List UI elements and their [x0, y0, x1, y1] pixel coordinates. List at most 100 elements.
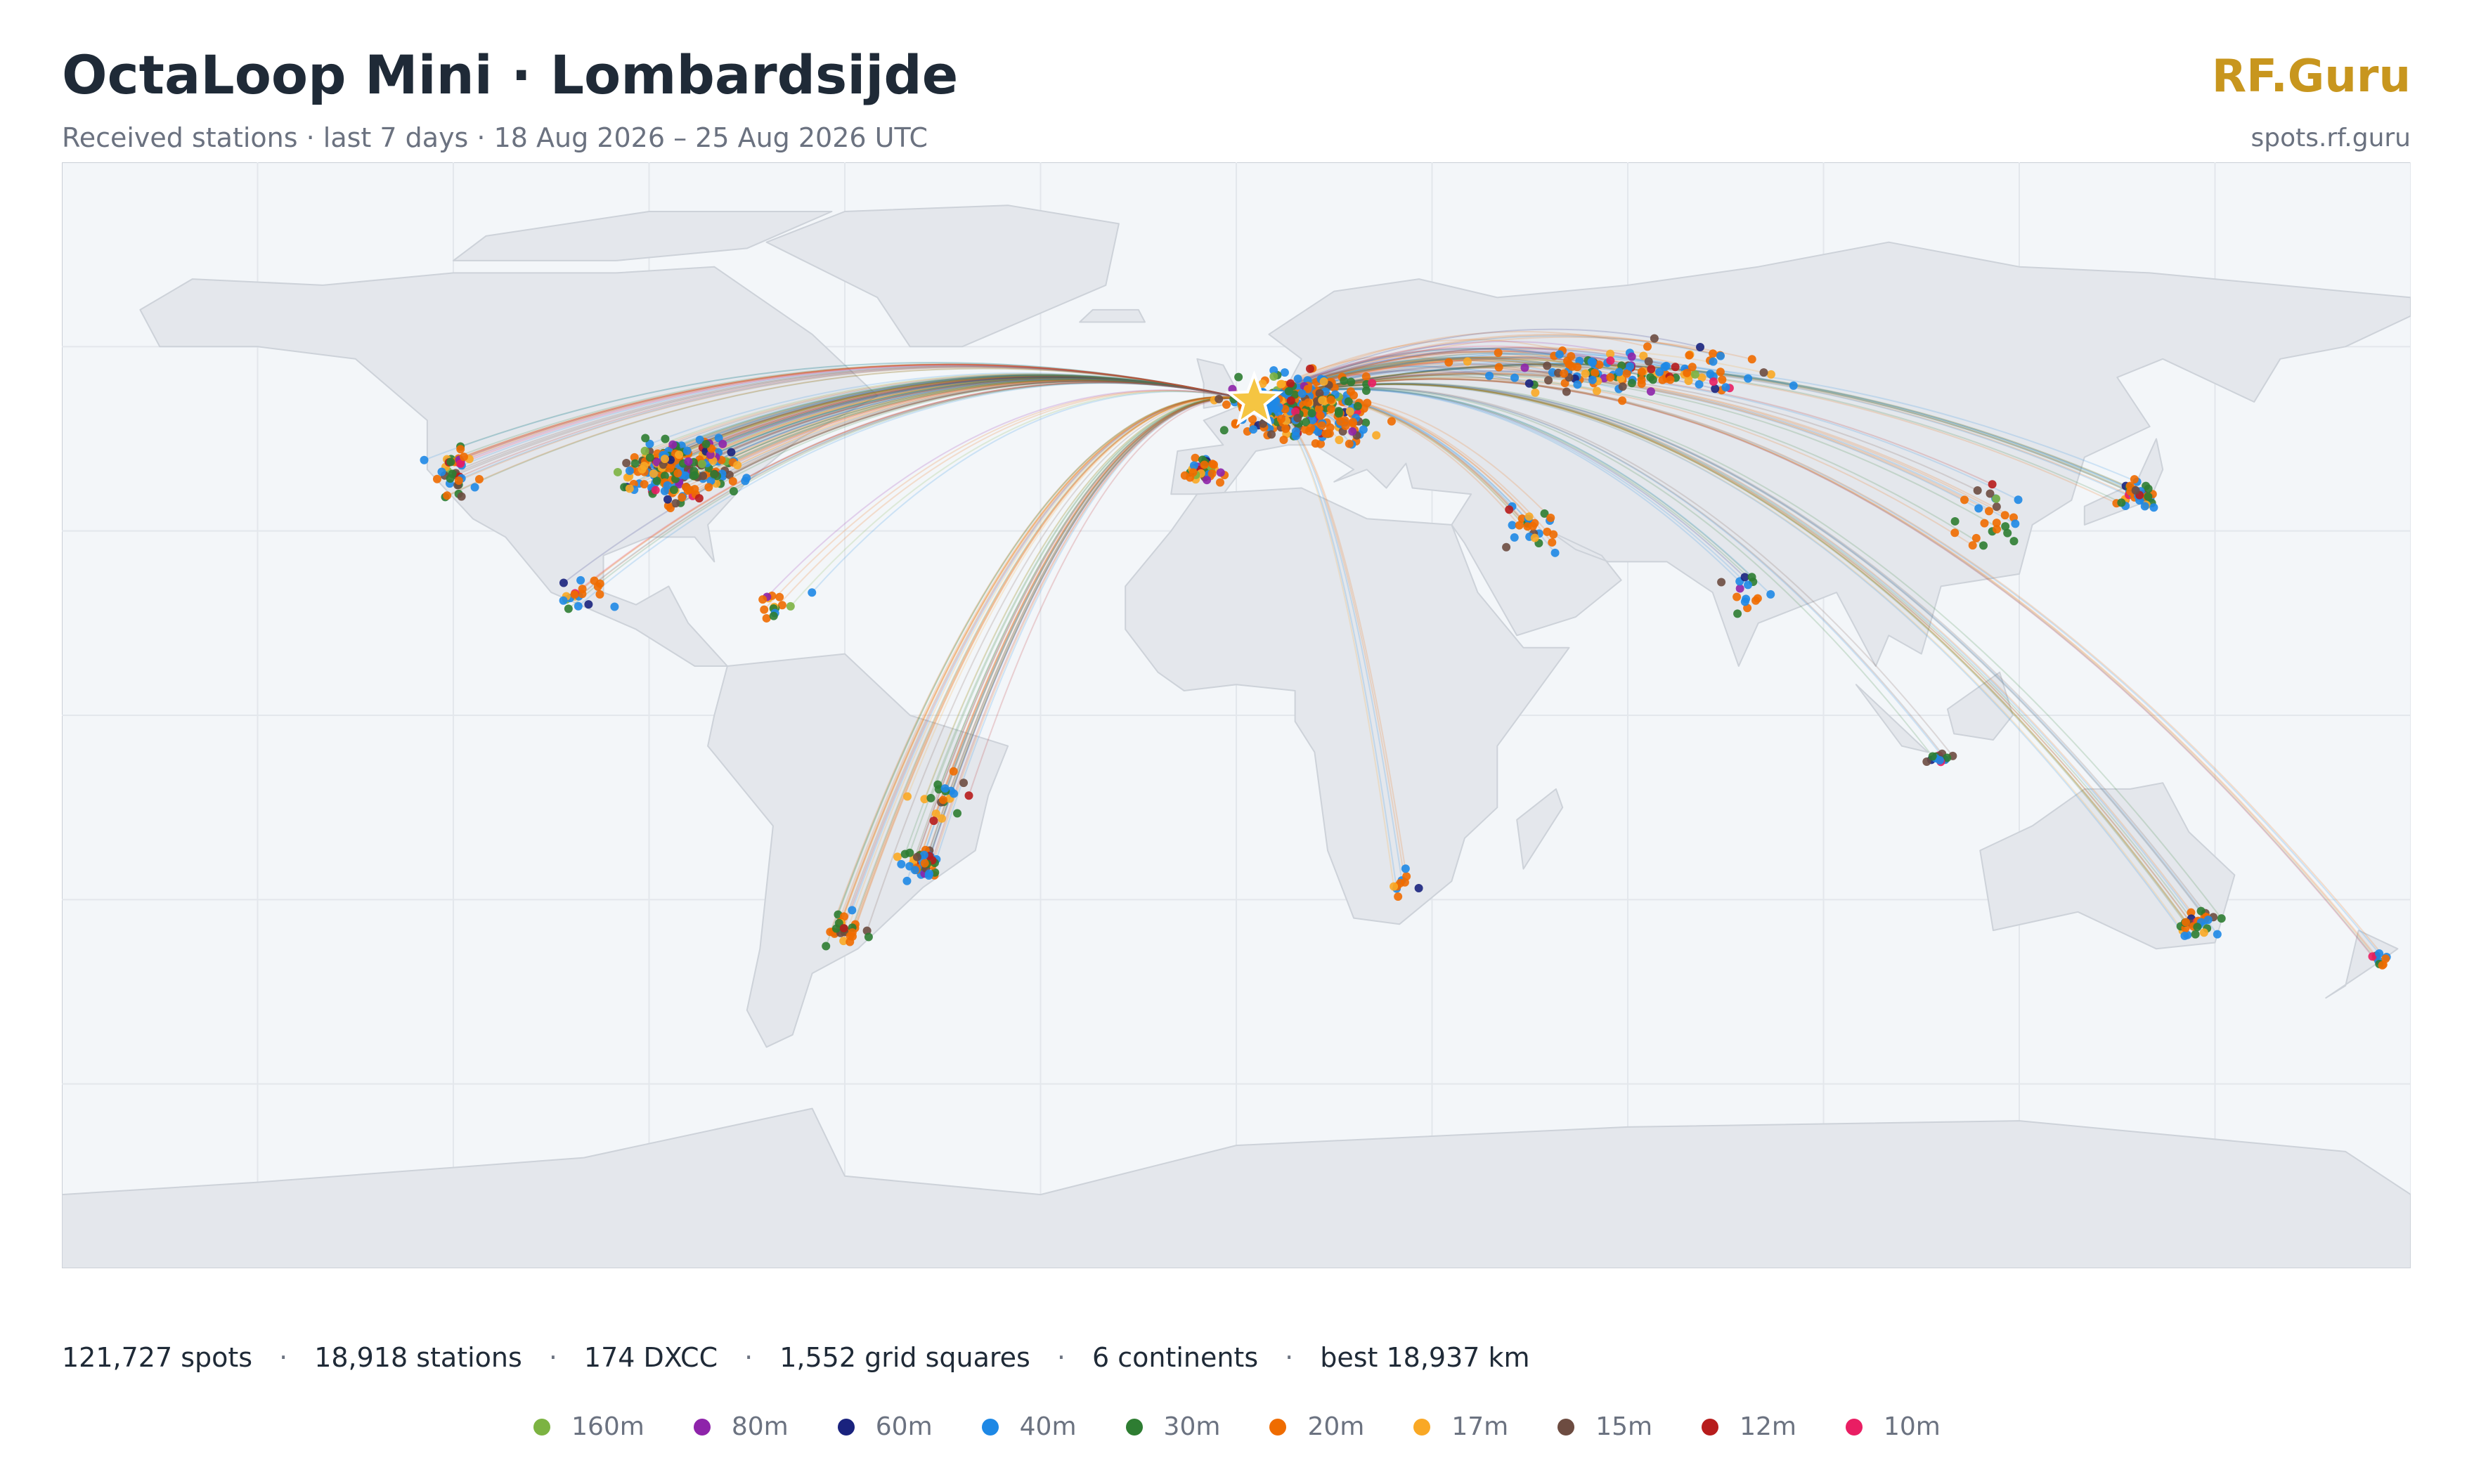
legend-label: 17m — [1451, 1412, 1509, 1441]
spot — [1508, 521, 1517, 530]
spot — [660, 455, 669, 464]
spot — [1304, 398, 1313, 407]
spot — [1617, 361, 1626, 370]
borneo — [1946, 671, 2014, 741]
spot — [443, 491, 452, 500]
spot — [864, 932, 873, 942]
spot — [1505, 505, 1514, 514]
arc — [455, 365, 1255, 474]
spot — [1716, 367, 1725, 377]
spot — [2144, 492, 2153, 501]
spot — [2182, 918, 2191, 927]
arc — [459, 363, 1255, 461]
arc — [733, 379, 1255, 462]
spot — [1721, 383, 1730, 392]
spot — [1286, 396, 1295, 405]
stats-separator: · — [279, 1342, 288, 1373]
spot — [1293, 375, 1302, 384]
arc — [675, 375, 1255, 455]
arc — [1254, 358, 1671, 402]
arc — [766, 389, 1255, 598]
arc — [454, 363, 1255, 463]
arc — [574, 382, 1255, 595]
arc — [728, 379, 1255, 464]
spot — [666, 464, 675, 473]
arc — [682, 377, 1255, 473]
spot — [1510, 373, 1520, 382]
spot — [1269, 372, 1278, 381]
spot — [1191, 453, 1200, 462]
arc — [926, 397, 1255, 864]
arc — [729, 380, 1255, 476]
arc — [765, 390, 1255, 619]
arc — [710, 379, 1255, 482]
stat: 1,552 grid squares — [779, 1342, 1030, 1373]
arc — [1254, 383, 2198, 928]
spot — [694, 494, 704, 503]
spot — [1666, 375, 1675, 384]
spot — [1639, 351, 1648, 360]
spot — [446, 474, 455, 483]
arc — [840, 396, 1255, 934]
arc — [737, 379, 1255, 466]
spot — [1314, 404, 1323, 413]
arc — [851, 396, 1255, 933]
arc — [852, 396, 1255, 937]
spot — [1718, 375, 1727, 384]
legend-item: 10m — [1846, 1412, 1941, 1441]
spot — [1280, 368, 1289, 377]
arc — [568, 382, 1255, 610]
spot — [1510, 533, 1519, 542]
arc — [811, 391, 1255, 593]
arc — [916, 397, 1255, 868]
legend-item: 80m — [693, 1412, 789, 1441]
arc — [711, 377, 1255, 459]
spot — [729, 487, 738, 496]
legend-item: 40m — [981, 1412, 1077, 1441]
spot — [446, 457, 455, 467]
spot — [949, 767, 958, 776]
spot — [1614, 367, 1624, 377]
spot — [2217, 914, 2226, 923]
spot — [1573, 380, 1582, 389]
legend-item: 30m — [1125, 1412, 1220, 1441]
spot — [1974, 504, 1983, 513]
spot — [1291, 427, 1300, 436]
arc — [678, 375, 1255, 450]
spot — [959, 779, 969, 788]
spot — [1347, 377, 1356, 386]
stats-separator: · — [548, 1342, 557, 1373]
arc — [463, 363, 1255, 458]
legend-label: 15m — [1595, 1412, 1653, 1441]
spot — [1617, 374, 1626, 383]
spot — [1494, 349, 1503, 358]
arc — [931, 397, 1255, 866]
south-america — [707, 653, 1009, 1048]
arc — [790, 390, 1255, 607]
spot — [1606, 372, 1615, 382]
stats-separator: · — [1056, 1342, 1066, 1373]
arc — [851, 396, 1255, 911]
spot — [699, 471, 708, 481]
arc — [706, 376, 1255, 453]
spot — [1414, 883, 1423, 892]
spot — [595, 590, 604, 599]
arc — [448, 363, 1255, 463]
spot — [1390, 882, 1399, 891]
arc — [829, 396, 1255, 932]
arc — [663, 375, 1255, 466]
spot — [1216, 468, 1225, 477]
arc — [668, 375, 1255, 457]
spot — [559, 596, 568, 605]
spot — [570, 590, 579, 599]
arc — [664, 375, 1255, 457]
arc — [444, 365, 1255, 476]
arc — [1254, 383, 2192, 925]
spot — [725, 470, 734, 479]
arc — [702, 375, 1255, 448]
spot — [673, 469, 682, 478]
subtitle: Received stations · last 7 days · 18 Aug… — [62, 122, 928, 153]
spot — [625, 484, 634, 493]
spot — [470, 483, 479, 492]
arc — [687, 377, 1255, 470]
